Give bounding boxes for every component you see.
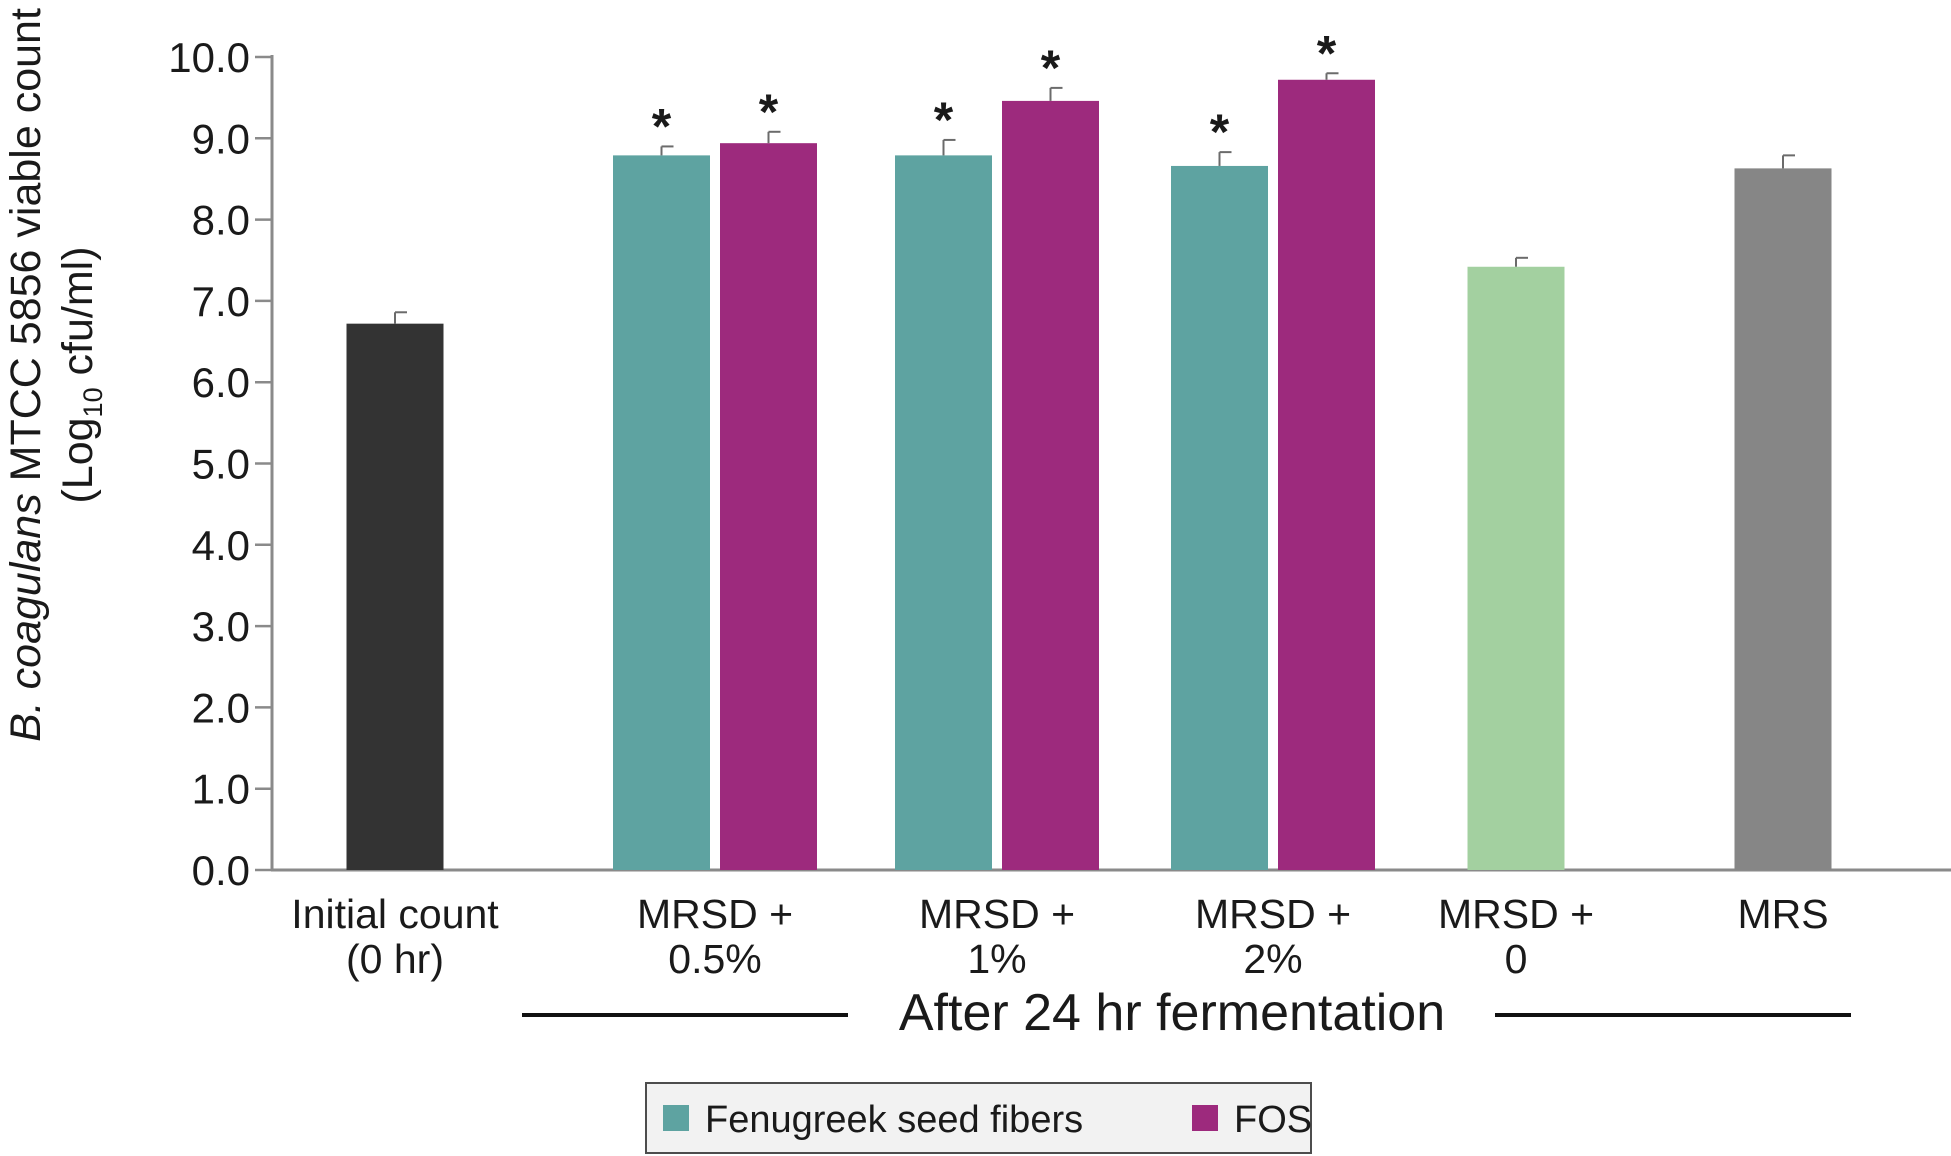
bar bbox=[1278, 79, 1375, 871]
y-axis-title-strain: MTCC 5856 viable count bbox=[2, 8, 50, 493]
y-tick-label: 7.0 bbox=[192, 278, 250, 325]
x-category-label: 0.5% bbox=[668, 936, 761, 982]
bar bbox=[1002, 100, 1099, 871]
legend-swatch bbox=[1192, 1105, 1218, 1131]
plot-area: 0.0 1.0 2.0 3.0 4.0 5.0 6.0 7.0 8.0 9.0 10.0 * * * * * *… bbox=[168, 25, 1951, 1154]
y-tick-label: 2.0 bbox=[192, 684, 250, 731]
bar bbox=[1467, 266, 1565, 870]
x-category-label: 1% bbox=[967, 936, 1026, 982]
significance-marker: * bbox=[1317, 25, 1337, 81]
x-category-label: 2% bbox=[1243, 936, 1302, 982]
x-category-label: 0 bbox=[1505, 936, 1528, 982]
bar bbox=[346, 323, 444, 870]
y-tick-label: 9.0 bbox=[192, 115, 250, 162]
y-tick-label: 3.0 bbox=[192, 603, 250, 650]
y-tick-label: 8.0 bbox=[192, 197, 250, 244]
legend-label: FOS bbox=[1234, 1099, 1312, 1141]
bar bbox=[720, 143, 817, 871]
bar bbox=[1734, 168, 1832, 871]
x-category-label: Initial count bbox=[291, 891, 499, 937]
x-category-label: MRSD + bbox=[637, 891, 793, 937]
bar bbox=[613, 155, 710, 871]
x-category-label: MRSD + bbox=[919, 891, 1075, 937]
x-category-label: MRSD + bbox=[1195, 891, 1351, 937]
significance-marker: * bbox=[652, 98, 672, 154]
y-axis-title-species: B. coagulans bbox=[2, 493, 50, 742]
y-axis-unit-prefix: (Log bbox=[54, 417, 102, 503]
x-category-label: (0 hr) bbox=[346, 936, 444, 982]
significance-marker: * bbox=[934, 92, 954, 148]
y-tick-label: 1.0 bbox=[192, 766, 250, 813]
y-axis-unit: (Log10 cfu/ml) bbox=[54, 246, 108, 503]
bar bbox=[895, 155, 992, 871]
y-tick-label: 4.0 bbox=[192, 522, 250, 569]
y-axis-title: B. coagulans MTCC 5856 viable count bbox=[2, 8, 50, 742]
x-category-label: MRS bbox=[1737, 891, 1828, 937]
y-tick-label: 0.0 bbox=[192, 847, 250, 894]
legend-label: Fenugreek seed fibers bbox=[705, 1099, 1083, 1141]
bar bbox=[1171, 165, 1268, 870]
significance-marker: * bbox=[759, 84, 779, 140]
y-axis-unit-suffix: cfu/ml) bbox=[54, 246, 102, 387]
significance-marker: * bbox=[1210, 104, 1230, 160]
y-tick-label: 10.0 bbox=[168, 34, 250, 81]
y-tick-label: 5.0 bbox=[192, 441, 250, 488]
x-category-label: MRSD + bbox=[1438, 891, 1594, 937]
legend-swatch bbox=[663, 1105, 689, 1131]
group-label: After 24 hr fermentation bbox=[899, 984, 1445, 1042]
y-axis-unit-subscript: 10 bbox=[78, 387, 108, 417]
y-tick-label: 6.0 bbox=[192, 359, 250, 406]
significance-marker: * bbox=[1041, 40, 1061, 96]
